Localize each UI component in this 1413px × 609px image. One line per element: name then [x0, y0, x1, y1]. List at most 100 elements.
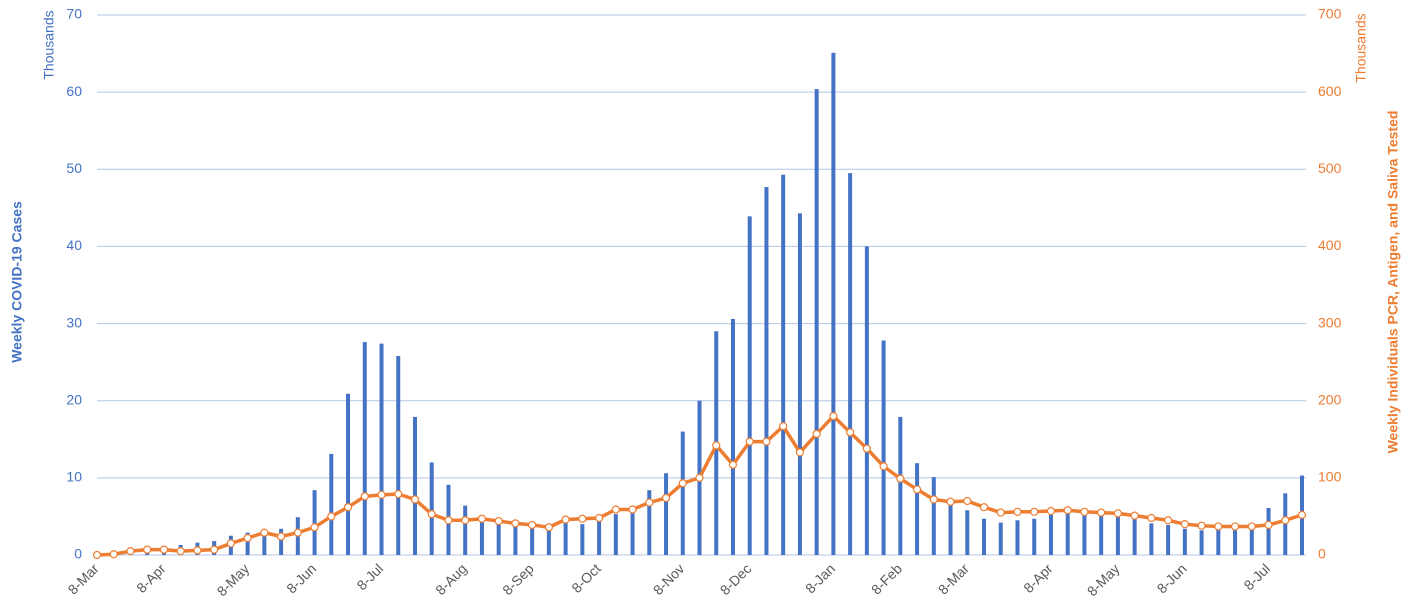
- bar: [580, 524, 585, 555]
- line-marker: [1097, 508, 1106, 517]
- bar: [1266, 507, 1271, 555]
- line-marker: [812, 429, 821, 438]
- bar: [1249, 528, 1254, 555]
- line-marker: [594, 513, 604, 523]
- line-marker: [1180, 520, 1189, 529]
- line-marker: [109, 550, 118, 559]
- line-marker: [1297, 510, 1307, 519]
- line-marker: [511, 519, 520, 528]
- line-marker: [92, 550, 102, 560]
- bar: [530, 525, 535, 555]
- line-marker: [728, 460, 738, 469]
- y2-tick-label: 100: [1318, 469, 1342, 485]
- line-marker: [193, 546, 202, 555]
- line-marker: [795, 448, 805, 457]
- bar: [1216, 529, 1221, 555]
- line-marker: [578, 514, 587, 523]
- bar: [1199, 530, 1204, 555]
- bar: [1082, 513, 1087, 555]
- bar: [429, 462, 434, 555]
- line-marker: [477, 514, 487, 523]
- line-marker: [779, 422, 788, 431]
- line-marker: [1046, 506, 1056, 516]
- line-marker: [1264, 520, 1273, 530]
- line-marker: [243, 533, 252, 543]
- y2-tick-label: 0: [1318, 546, 1326, 562]
- y-tick-label: 50: [66, 160, 82, 176]
- line-marker: [159, 545, 169, 554]
- line-marker: [444, 516, 453, 525]
- line-marker: [661, 493, 671, 503]
- bar: [664, 473, 669, 555]
- line-marker: [645, 498, 654, 507]
- y-tick-label: 20: [66, 391, 82, 407]
- bar: [764, 187, 769, 555]
- x-tick-label: 8-Jul: [353, 560, 386, 593]
- bar: [965, 510, 970, 555]
- bar: [362, 342, 367, 555]
- line-marker: [1080, 507, 1089, 516]
- line-marker: [1030, 507, 1039, 516]
- bar: [864, 246, 869, 555]
- y2-tick-label: 700: [1318, 6, 1342, 22]
- line-marker: [276, 532, 286, 541]
- bar: [262, 529, 267, 555]
- bar: [1115, 516, 1120, 555]
- y2-tick-label: 300: [1318, 314, 1342, 330]
- x-tick-label: 8-Aug: [432, 560, 470, 598]
- x-tick-label: 8-May: [214, 560, 253, 599]
- line-marker: [310, 523, 319, 532]
- x-tick-label: 8-Sep: [499, 560, 537, 598]
- line-marker: [360, 492, 369, 501]
- bar: [781, 174, 786, 555]
- bar: [496, 520, 501, 555]
- line-marker: [628, 505, 637, 514]
- line-marker: [494, 516, 503, 526]
- bar: [1149, 523, 1154, 555]
- bar: [647, 490, 652, 555]
- line-marker: [846, 428, 855, 437]
- line-marker: [427, 510, 436, 519]
- bar: [1132, 518, 1137, 555]
- x-tick-label: 8-Jan: [802, 560, 838, 596]
- line-marker: [712, 441, 721, 450]
- line-marker: [1247, 522, 1256, 531]
- x-tick-label: 8-Feb: [868, 560, 905, 597]
- bar: [1032, 518, 1037, 555]
- y-tick-label: 10: [66, 469, 82, 485]
- line-marker: [1214, 522, 1223, 531]
- bar: [563, 522, 568, 555]
- line-marker: [946, 497, 955, 506]
- bar: [513, 524, 518, 555]
- line-marker: [879, 462, 888, 471]
- y2-axis-title: Weekly Individuals PCR, Antigen, and Sal…: [1385, 111, 1401, 454]
- y2-tick-label: 600: [1318, 83, 1342, 99]
- bar: [396, 355, 401, 555]
- bar: [1099, 515, 1104, 555]
- line-marker: [929, 495, 938, 504]
- x-tick-label: 8-Mar: [935, 560, 972, 597]
- bar: [245, 532, 250, 555]
- line-marker: [226, 539, 235, 548]
- bar: [1233, 530, 1238, 555]
- line-marker: [678, 479, 687, 488]
- line-marker: [394, 489, 403, 499]
- line-marker: [862, 444, 871, 453]
- bar: [463, 505, 468, 555]
- bar: [279, 528, 284, 555]
- line-marker: [544, 523, 553, 532]
- bar: [680, 431, 685, 555]
- bar: [630, 510, 635, 555]
- y-tick-label: 70: [66, 6, 82, 22]
- bar: [948, 501, 953, 555]
- line-marker: [410, 495, 420, 504]
- x-tick-label: 8-Jun: [1154, 560, 1190, 596]
- bar: [1048, 514, 1053, 555]
- bar: [329, 453, 334, 555]
- bar: [1166, 524, 1171, 555]
- line-marker: [176, 547, 185, 556]
- y2-axis-unit: Thousands: [1353, 13, 1369, 82]
- line-marker: [829, 412, 838, 421]
- x-tick-label: 8-May: [1084, 560, 1123, 599]
- x-tick-label: 8-Apr: [133, 560, 169, 596]
